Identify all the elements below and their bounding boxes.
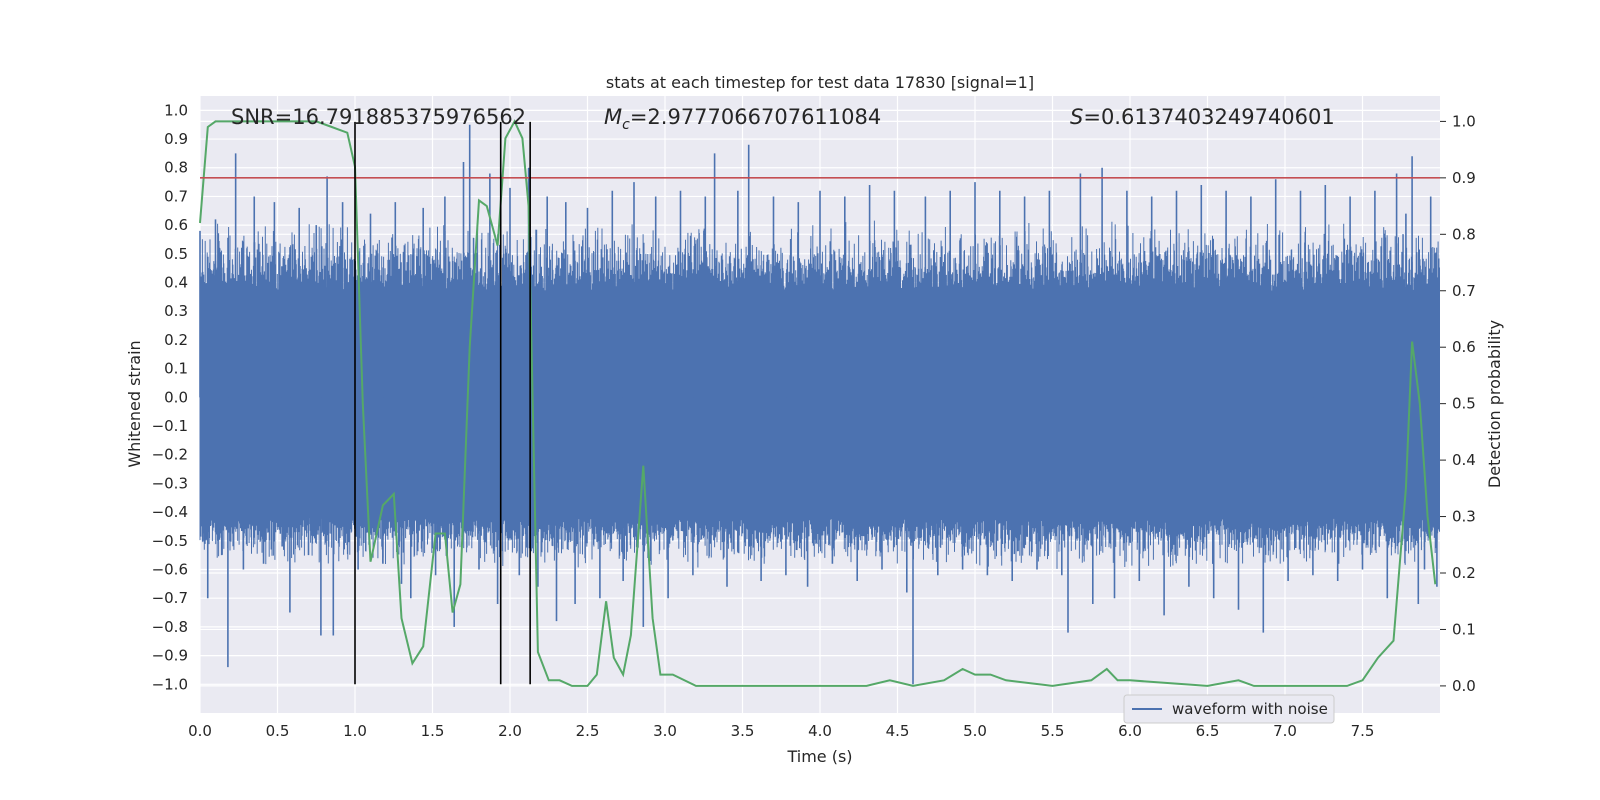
y-tick-label: −0.8 xyxy=(152,618,188,636)
x-axis-label: Time (s) xyxy=(786,747,852,766)
y-tick-label: −0.3 xyxy=(152,474,188,492)
x-tick-label: 4.0 xyxy=(808,722,832,740)
y-tick-label: 0.0 xyxy=(164,388,188,406)
y-right-tick-label: 0.7 xyxy=(1452,282,1476,300)
y-tick-label: −0.9 xyxy=(152,647,188,665)
y-tick-label: 0.2 xyxy=(164,331,188,349)
overlay-lines xyxy=(200,121,1440,685)
y-right-tick-label: 0.3 xyxy=(1452,508,1476,526)
chart-title: stats at each timestep for test data 178… xyxy=(606,73,1034,92)
y-right-tick-label: 0.1 xyxy=(1452,620,1476,638)
x-tick-label: 3.0 xyxy=(653,722,677,740)
s-value: =0.6137403249740601 xyxy=(1083,105,1334,129)
x-tick-label: 1.5 xyxy=(421,722,445,740)
legend-box xyxy=(1123,694,1335,724)
x-tick-label: 7.5 xyxy=(1351,722,1375,740)
snr-annotation: SNR=16.791885375976562 xyxy=(231,105,526,129)
y-tick-label: 0.1 xyxy=(164,360,188,378)
legend: waveform with noise xyxy=(1123,694,1335,724)
x-tick-label: 2.0 xyxy=(498,722,522,740)
y-right-tick-label: 0.6 xyxy=(1452,338,1476,356)
x-tick-label: 2.5 xyxy=(576,722,600,740)
y-right-tick-label: 0.9 xyxy=(1452,169,1476,187)
x-tick-label: 4.5 xyxy=(886,722,910,740)
x-tick-label: 0.0 xyxy=(188,722,212,740)
mc-value: =2.9777066707611084 xyxy=(630,105,881,129)
x-tick-label: 5.5 xyxy=(1041,722,1065,740)
s-annotation: S=0.6137403249740601 xyxy=(1070,105,1335,129)
y-right-tick-label: 0.5 xyxy=(1452,395,1476,413)
y-tick-label: 0.7 xyxy=(164,187,188,205)
y-tick-label: 0.3 xyxy=(164,302,188,320)
x-tick-label: 6.5 xyxy=(1196,722,1220,740)
y-tick-label: 0.6 xyxy=(164,216,188,234)
x-tick-label: 5.0 xyxy=(963,722,987,740)
legend-label: waveform with noise xyxy=(1172,700,1328,718)
y-tick-label: −0.2 xyxy=(152,446,188,464)
y-tick-label: 0.9 xyxy=(164,130,188,148)
y-tick-label: 1.0 xyxy=(164,101,188,119)
y-tick-label: 0.5 xyxy=(164,245,188,263)
y-tick-label: −0.6 xyxy=(152,561,188,579)
x-tick-label: 3.5 xyxy=(731,722,755,740)
y-tick-label: −1.0 xyxy=(152,675,188,693)
y-axis-right-label: Detection probability xyxy=(1485,320,1504,488)
y-tick-label: 0.4 xyxy=(164,274,188,292)
y-right-tick-label: 0.2 xyxy=(1452,564,1476,582)
y-tick-label: −0.7 xyxy=(152,589,188,607)
y-right-tick-label: 0.8 xyxy=(1452,225,1476,243)
waveform-series xyxy=(199,124,1440,685)
s-symbol: S xyxy=(1070,105,1083,129)
y-axis-label: Whitened strain xyxy=(125,340,144,467)
probability-line xyxy=(199,119,1437,687)
axes: 0.0 0.5 1.0 1.5 2.0 2.5 3.0 3.5 4.0 4.5 5.0 5.5 6.0 6… xyxy=(152,101,1476,740)
x-tick-label: 7.0 xyxy=(1273,722,1297,740)
mc-annotation: Mc=2.9777066707611084 xyxy=(604,105,881,133)
y-right-tick-label: 0.0 xyxy=(1452,677,1476,695)
y-tick-label: −0.5 xyxy=(152,532,188,550)
y-tick-label: 0.8 xyxy=(164,159,188,177)
mc-symbol: M xyxy=(604,105,622,129)
x-tick-label: 6.0 xyxy=(1118,722,1142,740)
mc-subscript: c xyxy=(622,117,630,133)
y-tick-label: −0.1 xyxy=(152,417,188,435)
y-right-tick-label: 1.0 xyxy=(1452,112,1476,130)
x-tick-label: 0.5 xyxy=(266,722,290,740)
x-tick-label: 1.0 xyxy=(343,722,367,740)
probability-series xyxy=(199,119,1437,687)
y-tick-label: −0.4 xyxy=(152,503,188,521)
y-right-tick-label: 0.4 xyxy=(1452,451,1476,469)
